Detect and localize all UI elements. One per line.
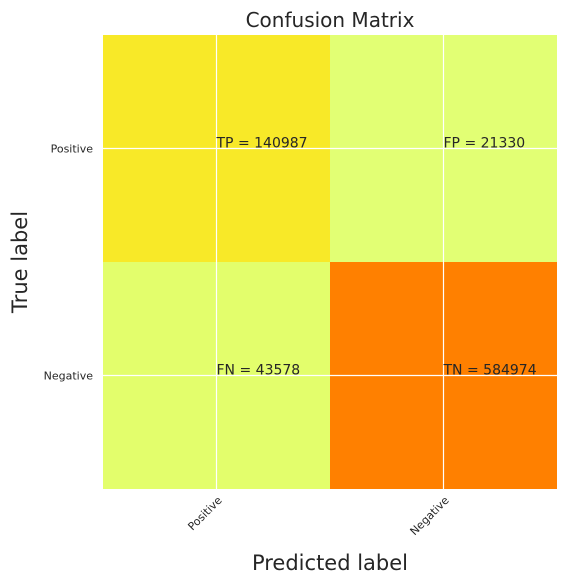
y-axis-label: True label bbox=[8, 211, 32, 314]
cell-label-1-0: FN = 43578 bbox=[217, 363, 301, 379]
cell-labels: TP = 140987 FP = 21330 FN = 43578 TN = 5849… bbox=[216, 136, 537, 379]
x-tick-labels: Positive Negative bbox=[185, 494, 451, 538]
heatmap-cells bbox=[103, 35, 557, 489]
y-tick-label: Positive bbox=[51, 143, 94, 156]
x-tick-label: Positive bbox=[185, 494, 224, 533]
cell-label-1-1: TN = 584974 bbox=[443, 363, 537, 379]
x-tick-label: Negative bbox=[408, 494, 452, 538]
y-tick-labels: Positive Negative bbox=[44, 143, 94, 383]
grid-lines bbox=[103, 35, 557, 489]
cell-label-0-0: TP = 140987 bbox=[216, 136, 308, 152]
y-tick-label: Negative bbox=[44, 370, 94, 383]
chart-title: Confusion Matrix bbox=[246, 8, 415, 32]
cell-label-0-1: FP = 21330 bbox=[444, 136, 526, 152]
x-axis-label: Predicted label bbox=[252, 551, 408, 575]
